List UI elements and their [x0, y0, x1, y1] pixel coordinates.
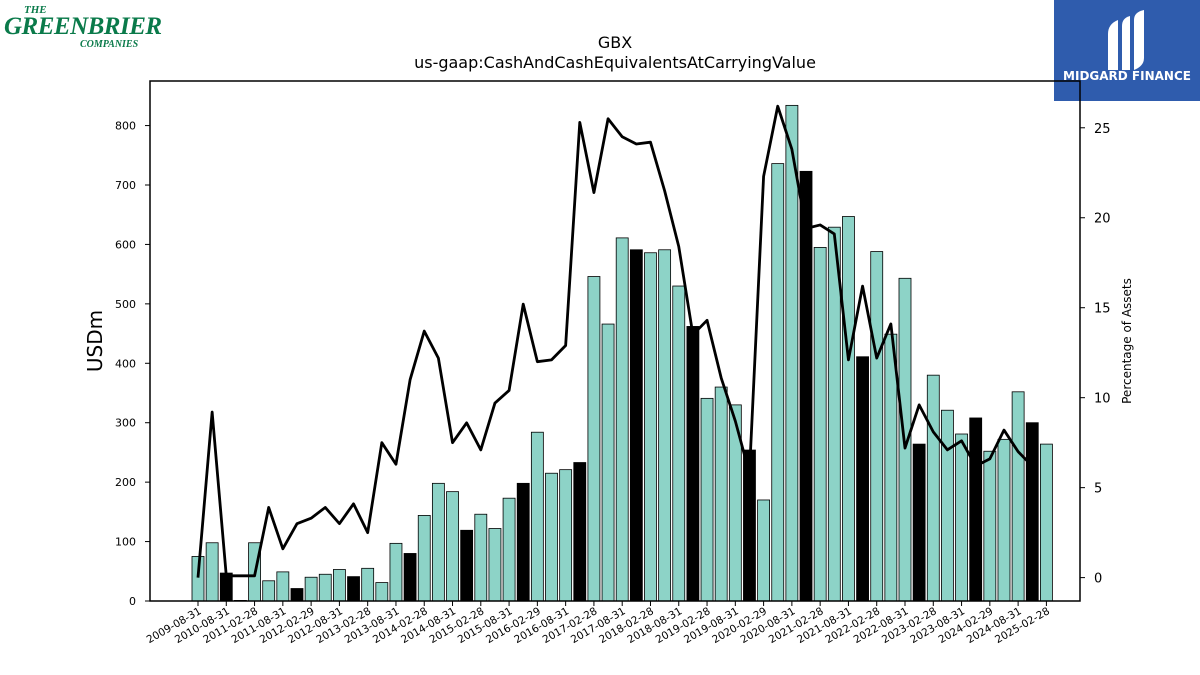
bar-2022-02-28 — [870, 251, 884, 602]
bar-2018-08-31 — [672, 285, 686, 602]
bar-2013-05-31 — [375, 582, 389, 602]
y-tick-label: 200 — [115, 476, 136, 489]
bar-2023-02-28 — [926, 374, 940, 602]
bar-2018-05-31 — [658, 249, 672, 602]
midgard-finance-logo: MIDGARD FINANCE — [1054, 0, 1200, 101]
bar-2014-08-31 — [446, 491, 459, 602]
bar-2022-05-31 — [884, 333, 898, 602]
bar-2022-11-30 — [912, 443, 926, 602]
midgard-mark-icon — [1108, 10, 1144, 70]
y-tick-label: 400 — [115, 357, 136, 370]
bar-2020-02-29 — [757, 499, 770, 602]
bar-2017-05-31 — [601, 323, 615, 602]
chart-title: GBX — [598, 33, 632, 52]
bar-2021-11-30 — [856, 356, 869, 602]
bar-2014-02-28 — [417, 515, 431, 602]
bar-2012-11-30 — [347, 576, 360, 602]
bar-2020-11-30 — [799, 170, 813, 602]
bar-2018-11-30 — [686, 326, 700, 602]
bar-2017-11-30 — [629, 249, 643, 602]
bar-2015-02-28 — [474, 513, 488, 602]
bar-2016-11-30 — [573, 462, 587, 602]
bar-2012-05-31 — [318, 573, 332, 602]
logo-line-name: GREENBRIER — [4, 13, 162, 40]
y2-axis-label: Percentage of Assets — [1120, 278, 1134, 404]
bar-2019-02-28 — [700, 397, 714, 602]
bar-2012-02-29 — [304, 576, 318, 602]
bar-2018-02-28 — [644, 252, 657, 602]
bar-2016-05-31 — [545, 472, 558, 602]
bar-2014-11-30 — [460, 529, 474, 602]
bar-2015-11-30 — [516, 482, 530, 602]
axes: 010020030040050060070080005101520252009-… — [115, 80, 1111, 646]
y-tick-label: 700 — [115, 179, 136, 192]
bar-2011-05-31 — [262, 580, 276, 602]
bar-2024-02-29 — [983, 450, 997, 602]
logo-line-companies: COMPANIES — [80, 39, 139, 50]
bar-2013-11-30 — [403, 553, 417, 602]
bar-2014-05-31 — [431, 482, 445, 602]
bar-2023-11-30 — [969, 417, 983, 602]
y-tick-label: 0 — [129, 595, 136, 608]
chart-subtitle: us-gaap:CashAndCashEquivalentsAtCarrying… — [414, 53, 816, 72]
y-tick-label: 100 — [115, 536, 136, 549]
bar-2023-08-31 — [955, 433, 968, 602]
bar-2024-05-31 — [997, 438, 1011, 602]
midgard-brand-text: MIDGARD FINANCE — [1063, 69, 1191, 83]
y-tick-label: 600 — [115, 238, 136, 251]
bar-2020-05-31 — [771, 163, 785, 602]
y2-tick-label: 25 — [1094, 122, 1111, 137]
bar-2025-02-28 — [1040, 443, 1053, 602]
percentage-line-series — [196, 104, 1034, 578]
percentage-line — [196, 104, 1034, 578]
bar-2010-08-31 — [219, 572, 233, 602]
bar-2024-11-30 — [1025, 422, 1039, 602]
bar-2017-08-31 — [615, 237, 629, 602]
bar-2011-11-30 — [290, 588, 304, 602]
y2-tick-label: 20 — [1094, 212, 1111, 227]
bar-2015-05-31 — [488, 528, 502, 602]
y-tick-label: 300 — [115, 417, 136, 430]
bar-series — [191, 104, 1053, 602]
y-tick-label: 800 — [115, 120, 136, 133]
bar-2015-08-31 — [502, 497, 516, 602]
bar-2011-08-31 — [276, 571, 290, 602]
bar-2013-08-31 — [389, 542, 403, 602]
bar-2013-02-28 — [361, 567, 375, 602]
greenbrier-logo: THE GREENBRIER COMPANIES — [4, 4, 162, 52]
bar-2016-02-29 — [530, 431, 544, 602]
y2-tick-label: 0 — [1094, 572, 1102, 587]
bar-2012-08-31 — [332, 569, 346, 602]
bar-2019-05-31 — [714, 386, 728, 602]
plot-frame — [149, 80, 1081, 602]
y2-tick-label: 5 — [1094, 482, 1102, 497]
y2-tick-label: 15 — [1094, 302, 1111, 317]
bar-2023-05-31 — [941, 409, 954, 602]
y2-tick-label: 10 — [1094, 392, 1111, 407]
bar-2009-11-30 — [205, 542, 219, 602]
logo-line-the: THE — [24, 4, 47, 16]
bar-2021-02-28 — [813, 246, 827, 602]
bar-2021-08-31 — [842, 216, 855, 602]
bar-2017-02-28 — [587, 276, 601, 602]
bar-2016-08-31 — [559, 469, 573, 602]
y-tick-label: 500 — [115, 298, 136, 311]
y-axis-label: USDm — [83, 310, 107, 372]
bar-2024-08-31 — [1011, 391, 1025, 602]
